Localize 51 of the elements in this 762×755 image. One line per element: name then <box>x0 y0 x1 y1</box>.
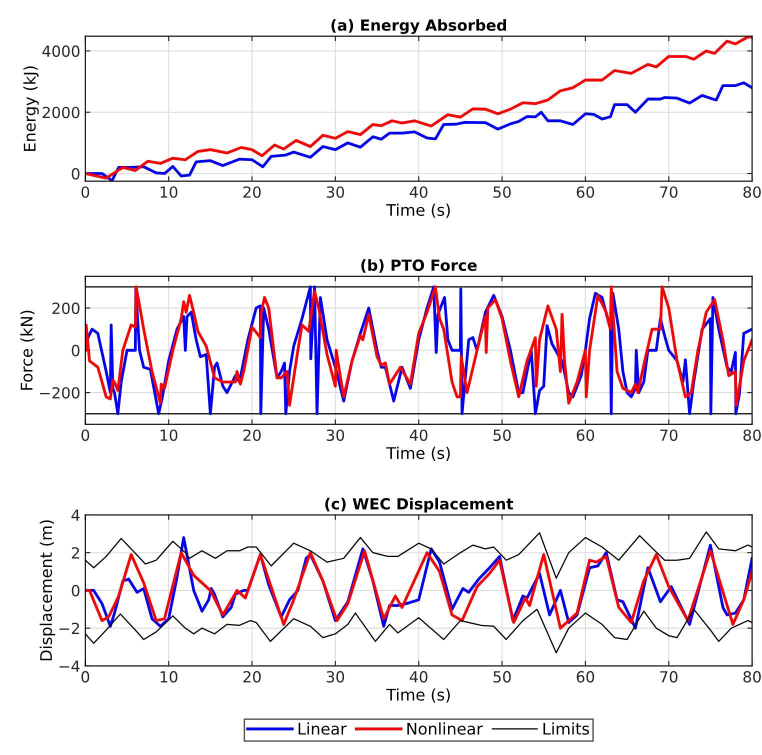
chart-title: (b) PTO Force <box>361 259 477 273</box>
x-tick-label: 80 <box>743 429 761 441</box>
x-axis-title: Time (s) <box>386 446 450 461</box>
x-tick-label: 0 <box>81 671 90 683</box>
x-tick-label: 80 <box>743 671 761 683</box>
y-axis-title: Displacement (m) <box>40 520 56 660</box>
x-tick-label: 40 <box>410 429 428 441</box>
x-tick-label: 50 <box>494 671 511 683</box>
x-tick-label: 60 <box>576 186 594 198</box>
chart-title: (a) Energy Absorbed <box>331 19 506 34</box>
x-tick-label: 70 <box>660 671 678 683</box>
y-tick-label: 2 <box>72 547 79 558</box>
x-tick-label: 0 <box>81 186 90 198</box>
x-tick-label: 30 <box>326 186 344 198</box>
legend-label: Limits <box>544 722 590 735</box>
x-tick-label: 50 <box>494 429 511 441</box>
y-tick-label: 4 <box>72 510 80 521</box>
y-tick-label: 0 <box>72 584 80 596</box>
x-tick-label: 50 <box>494 186 511 198</box>
x-axis-title: Time (s) <box>386 204 450 218</box>
x-tick-label: 40 <box>410 671 428 683</box>
x-tick-label: 30 <box>326 429 344 441</box>
x-tick-label: 70 <box>660 186 678 198</box>
x-tick-label: 20 <box>243 671 261 683</box>
x-tick-label: 60 <box>576 671 594 683</box>
y-tick-label: 0 <box>72 344 80 356</box>
x-tick-label: 80 <box>743 186 761 198</box>
x-tick-label: 70 <box>660 429 678 441</box>
y-tick-label: 4000 <box>42 45 80 57</box>
y-axis-title: Force (kN) <box>20 310 35 390</box>
x-axis-title: Time (s) <box>386 688 450 703</box>
x-tick-label: 10 <box>160 671 178 683</box>
chart-title: (c) WEC Displacement <box>325 498 514 513</box>
legend-label: Nonlinear <box>407 722 483 735</box>
y-tick-label: −4 <box>60 660 80 672</box>
y-axis-title: Energy (kJ) <box>23 66 39 151</box>
x-tick-label: 60 <box>576 429 594 441</box>
legend-label: Linear <box>298 722 347 735</box>
x-tick-label: 10 <box>160 429 178 441</box>
x-tick-label: 0 <box>81 429 90 441</box>
x-tick-label: 20 <box>243 429 261 441</box>
x-tick-label: 20 <box>243 186 261 198</box>
y-tick-label: 2000 <box>42 106 80 118</box>
y-tick-label: −2 <box>60 622 79 634</box>
x-tick-label: 30 <box>326 671 344 683</box>
y-tick-label: 0 <box>72 168 80 180</box>
line-series <box>85 36 752 180</box>
x-tick-label: 40 <box>410 186 428 198</box>
x-tick-label: 10 <box>160 186 178 198</box>
y-tick-label: −200 <box>40 387 80 399</box>
y-tick-label: 200 <box>52 302 80 314</box>
